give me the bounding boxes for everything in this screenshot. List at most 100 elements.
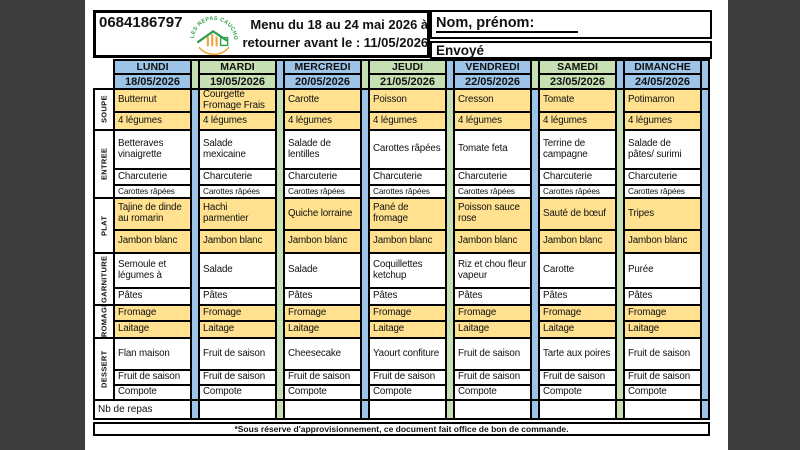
day-header-jeudi: JEUDI: [370, 61, 445, 73]
menu-title: Menu du 18 au 24 mai 2026 à retourner av…: [242, 16, 430, 51]
menu-cell: Fromage: [370, 306, 445, 320]
menu-cell: Laitage: [115, 322, 190, 337]
menu-cell: Semoule et légumes à: [115, 254, 190, 287]
menu-cell: Charcuterie: [540, 170, 615, 184]
column-divider: [277, 90, 283, 399]
menu-cell: Fromage: [540, 306, 615, 320]
menu-cell: Charcuterie: [285, 170, 360, 184]
menu-cell: Carottes râpées: [540, 186, 615, 197]
menu-title-line1: Menu du 18 au 24 mai 2026 à: [250, 17, 429, 33]
day-date: 20/05/2026: [285, 75, 360, 88]
menu-cell: Compote: [370, 386, 445, 399]
menu-cell: Tajine de dinde au romarin: [115, 199, 190, 229]
day-date: 24/05/2026: [625, 75, 700, 88]
menu-cell: Fruit de saison: [455, 371, 530, 384]
menu-cell: Yaourt confiture: [370, 339, 445, 369]
day-header-samedi: SAMEDI: [540, 61, 615, 73]
menu-title-line2: retourner avant le : 11/05/2026: [242, 35, 429, 50]
column-divider: [362, 61, 368, 88]
menu-cell: Laitage: [455, 322, 530, 337]
day-header-lundi: LUNDI: [115, 61, 190, 73]
column-divider: [617, 401, 623, 418]
menu-cell: Jambon blanc: [625, 231, 700, 252]
menu-cell: 4 légumes: [455, 113, 530, 129]
menu-cell: Coquillettes ketchup: [370, 254, 445, 287]
menu-cell: Carottes râpées: [625, 186, 700, 197]
menu-cell: Fruit de saison: [625, 371, 700, 384]
menu-cell: Fruit de saison: [200, 371, 275, 384]
menu-cell: Butternut: [115, 90, 190, 111]
menu-cell: Charcuterie: [200, 170, 275, 184]
menu-cell: Salade mexicaine: [200, 131, 275, 168]
menu-cell: Carottes râpées: [370, 131, 445, 168]
column-divider: [702, 401, 708, 418]
nb-repas-cell: [285, 401, 360, 418]
column-divider: [532, 401, 538, 418]
menu-cell: 4 légumes: [540, 113, 615, 129]
repas-cauchois-logo: LES REPAS CAUCHOIS: [186, 12, 238, 56]
nb-repas-cell: [540, 401, 615, 418]
menu-cell: Charcuterie: [370, 170, 445, 184]
menu-cell: Jambon blanc: [200, 231, 275, 252]
menu-cell: Laitage: [200, 322, 275, 337]
menu-cell: Sauté de bœuf: [540, 199, 615, 229]
column-divider: [362, 401, 368, 418]
menu-cell: Fruit de saison: [370, 371, 445, 384]
menu-cell: Pâtes: [455, 289, 530, 304]
menu-cell: Riz et chou fleur vapeur: [455, 254, 530, 287]
day-date: 19/05/2026: [200, 75, 275, 88]
day-header-mercredi: MERCREDI: [285, 61, 360, 73]
menu-cell: Pâtes: [115, 289, 190, 304]
column-divider: [362, 90, 368, 399]
nb-repas-cell: [455, 401, 530, 418]
name-field-box: Nom, prénom:: [430, 10, 712, 39]
nb-repas-cell: [370, 401, 445, 418]
column-divider: [532, 61, 538, 88]
menu-cell: Pâtes: [625, 289, 700, 304]
menu-cell: Jambon blanc: [370, 231, 445, 252]
menu-cell: Compote: [285, 386, 360, 399]
menu-cell: Carottes râpées: [115, 186, 190, 197]
logo-house-icon: [220, 36, 229, 47]
menu-cell: Carottes râpées: [370, 186, 445, 197]
weekly-menu-table: LUNDI 18/05/2026 MARDI 19/05/2026 MERCREDI 20…: [93, 59, 710, 420]
menu-cell: Charcuterie: [115, 170, 190, 184]
menu-cell: Tomate feta: [455, 131, 530, 168]
menu-cell: Pâtes: [285, 289, 360, 304]
day-header-dimanche: DIMANCHE: [625, 61, 700, 73]
menu-cell: Salade: [200, 254, 275, 287]
menu-header-box: 0684186797 LES REPAS CAUCHOIS Menu du 18…: [93, 10, 430, 58]
menu-cell: Fruit de saison: [455, 339, 530, 369]
menu-cell: 4 légumes: [370, 113, 445, 129]
menu-cell: Poisson: [370, 90, 445, 111]
menu-cell: Jambon blanc: [115, 231, 190, 252]
menu-cell: Fromage: [285, 306, 360, 320]
footnote-text: *Sous réserve d'approvisionnement, ce do…: [234, 424, 569, 434]
nb-repas-cell: [200, 401, 275, 418]
menu-cell: Betteraves vinaigrette: [115, 131, 190, 168]
day-header-mardi: MARDI: [200, 61, 275, 73]
column-divider: [277, 61, 283, 88]
day-date: 23/05/2026: [540, 75, 615, 88]
menu-cell: Pâtes: [540, 289, 615, 304]
menu-cell: Fruit de saison: [285, 371, 360, 384]
menu-cell: Fruit de saison: [540, 371, 615, 384]
menu-cell: Carotte: [285, 90, 360, 111]
menu-cell: Salade de lentilles: [285, 131, 360, 168]
menu-cell: Charcuterie: [625, 170, 700, 184]
menu-cell: Pâtes: [370, 289, 445, 304]
column-divider: [702, 90, 708, 399]
menu-cell: Poisson sauce rose: [455, 199, 530, 229]
menu-cell: Cresson: [455, 90, 530, 111]
name-label: Nom, prénom:: [436, 15, 579, 33]
menu-cell: Carottes râpées: [200, 186, 275, 197]
day-date: 21/05/2026: [370, 75, 445, 88]
column-divider: [532, 90, 538, 399]
section-label-soupe: SOUPE: [95, 90, 113, 129]
menu-cell: Laitage: [370, 322, 445, 337]
sent-status-box: Envoyé: [430, 41, 712, 59]
menu-cell: 4 légumes: [625, 113, 700, 129]
column-divider: [447, 90, 453, 399]
menu-cell: Jambon blanc: [285, 231, 360, 252]
day-date: 22/05/2026: [455, 75, 530, 88]
